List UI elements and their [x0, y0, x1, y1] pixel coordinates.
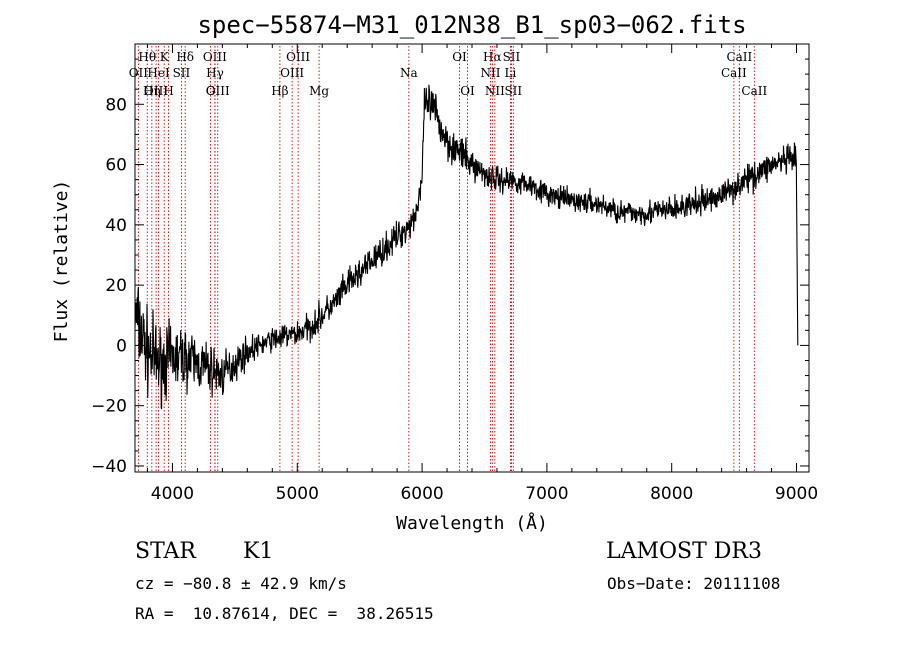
line-marker-label: NII: [485, 84, 505, 98]
survey-name: LAMOST DR3: [606, 539, 762, 564]
y-tick-label: 40: [105, 216, 127, 236]
line-marker-label: OI: [460, 84, 475, 98]
spectrum-line: [134, 84, 799, 410]
y-axis-label: Flux (relative): [51, 180, 72, 343]
redshift-readout: cz = −80.8 ± 42.9 km/s: [135, 574, 347, 593]
y-tick-label: 60: [105, 156, 127, 176]
y-tick-label: 20: [105, 276, 127, 296]
x-tick-label: 5000: [276, 484, 319, 504]
line-marker-label: NII: [480, 66, 500, 80]
object-class: STAR: [135, 539, 196, 564]
y-tick-label: 80: [105, 95, 127, 115]
line-marker-label: Hδ: [176, 50, 194, 64]
line-marker-label: CaII: [741, 84, 767, 98]
spectrum-chart: spec−55874−M31_012N38_B1_sp03−062.fits H…: [51, 11, 818, 534]
x-tick-label: 6000: [400, 484, 443, 504]
line-marker-label: Hγ: [206, 66, 224, 80]
line-marker-label: K: [160, 50, 170, 64]
y-tick-label: −40: [91, 457, 127, 477]
line-marker-label: OIII: [286, 50, 310, 64]
coordinates-readout: RA = 10.87614, DEC = 38.26515: [135, 604, 434, 623]
observation-date: Obs−Date: 20111108: [607, 574, 781, 593]
line-marker-label: Na: [400, 66, 418, 80]
chart-title: spec−55874−M31_012N38_B1_sp03−062.fits: [197, 11, 746, 39]
line-marker-label: CaII: [726, 50, 752, 64]
plot-frame: [134, 43, 810, 473]
y-tick-label: −20: [91, 397, 127, 417]
line-marker-label: OI: [452, 50, 467, 64]
x-tick-label: 9000: [775, 484, 818, 504]
y-tick-label: 0: [116, 336, 127, 356]
x-axis: 4000 5000 6000 7000 8000 9000: [146, 44, 818, 504]
x-tick-label: 8000: [650, 484, 693, 504]
line-marker-label: Mg: [309, 84, 329, 98]
line-marker-label: SII: [504, 84, 522, 98]
line-marker-label: Hη: [143, 84, 161, 98]
line-marker-label: Hα: [483, 50, 502, 64]
line-marker-label: OIII: [206, 84, 230, 98]
line-marker-label: SII: [173, 66, 191, 80]
line-marker-label: Hβ: [271, 84, 288, 98]
x-axis-label: Wavelength (Å): [396, 512, 548, 534]
line-marker-label: G: [206, 84, 216, 98]
line-marker-label: OIII: [280, 66, 304, 80]
line-marker-label: Hθ: [138, 50, 156, 64]
x-tick-label: 7000: [525, 484, 568, 504]
line-marker-label: SII: [503, 50, 521, 64]
line-marker-label: H: [163, 84, 173, 98]
line-marker-label: HeI: [147, 66, 170, 80]
line-marker-label: CaII: [721, 66, 747, 80]
line-marker-label: Li: [505, 66, 517, 80]
line-marker-label: OIII: [144, 84, 168, 98]
line-marker-label: OII: [129, 66, 149, 80]
object-subclass: K1: [243, 539, 274, 564]
x-tick-label: 4000: [151, 484, 194, 504]
y-axis: −40 −20 0 20 40 60 80: [91, 58, 809, 477]
